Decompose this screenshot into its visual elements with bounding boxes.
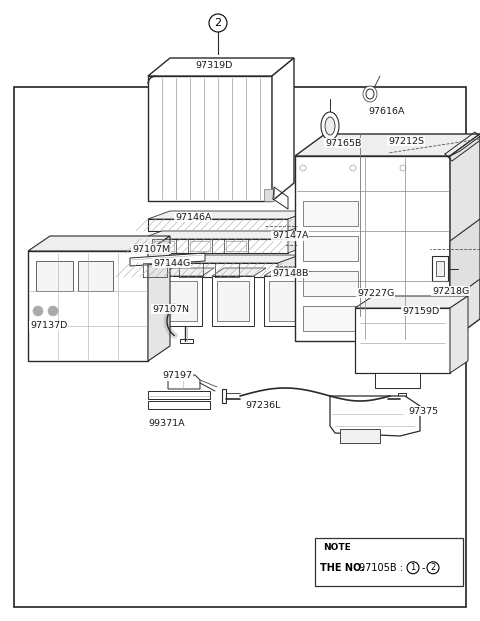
Polygon shape [303,306,358,331]
Polygon shape [222,389,226,403]
Ellipse shape [321,112,339,140]
Ellipse shape [366,89,374,99]
Polygon shape [340,429,380,443]
Polygon shape [28,251,148,361]
Polygon shape [450,296,468,373]
Text: 97319D: 97319D [195,61,232,71]
Polygon shape [269,281,301,321]
Polygon shape [450,134,480,341]
Ellipse shape [325,117,335,135]
Polygon shape [130,263,278,277]
Polygon shape [355,308,450,373]
Polygon shape [436,261,444,276]
Polygon shape [288,231,310,253]
Ellipse shape [363,86,377,102]
Text: 1: 1 [410,563,416,573]
Polygon shape [217,281,249,321]
Polygon shape [272,58,294,201]
Polygon shape [264,276,306,326]
Text: -: - [422,563,425,573]
Polygon shape [78,261,113,291]
Polygon shape [140,231,310,239]
Text: 97148B: 97148B [272,268,308,278]
Text: 97375: 97375 [408,407,438,415]
Polygon shape [303,236,358,261]
Polygon shape [148,76,272,201]
Polygon shape [295,134,480,156]
Polygon shape [330,396,420,436]
Polygon shape [264,268,318,276]
Polygon shape [130,255,300,263]
Polygon shape [140,239,288,253]
Polygon shape [168,375,200,389]
Text: 97107M: 97107M [132,245,170,253]
Polygon shape [148,58,294,76]
Text: NOTE: NOTE [323,543,351,551]
Text: 97107N: 97107N [152,304,189,314]
Polygon shape [160,268,214,276]
Polygon shape [180,339,193,343]
Text: 97137D: 97137D [30,322,67,330]
Circle shape [33,306,43,316]
Text: 97616A: 97616A [368,106,405,116]
Polygon shape [278,255,300,277]
Polygon shape [398,393,406,403]
Text: 97212S: 97212S [388,137,424,145]
Polygon shape [148,219,288,231]
Polygon shape [148,391,210,399]
Polygon shape [315,538,463,586]
Polygon shape [28,236,170,251]
Polygon shape [130,253,205,266]
Polygon shape [148,236,170,361]
Polygon shape [355,296,468,308]
Text: 97159D: 97159D [402,307,439,315]
Polygon shape [148,401,210,409]
Text: 97197: 97197 [162,371,192,381]
Text: 97165B: 97165B [325,138,361,148]
Polygon shape [212,268,266,276]
Text: 97236L: 97236L [245,402,280,410]
Polygon shape [303,271,358,296]
Polygon shape [148,211,310,219]
Text: 97218G: 97218G [432,286,469,296]
Polygon shape [36,261,73,291]
Polygon shape [295,156,450,341]
Text: 97227G: 97227G [357,289,394,297]
Polygon shape [375,373,420,388]
FancyBboxPatch shape [14,87,466,607]
Polygon shape [303,201,358,226]
Text: 97147A: 97147A [272,232,309,240]
Polygon shape [432,256,448,281]
Polygon shape [288,211,310,231]
Text: 97146A: 97146A [175,212,212,222]
Polygon shape [450,219,480,301]
Polygon shape [450,129,480,156]
Circle shape [48,306,58,316]
Text: 2: 2 [431,563,436,573]
Polygon shape [160,276,202,326]
Polygon shape [212,276,254,326]
Text: 99371A: 99371A [148,419,185,427]
Polygon shape [165,281,197,321]
Text: 97144G: 97144G [153,258,190,268]
Polygon shape [264,189,274,201]
Text: 2: 2 [215,18,222,28]
Text: 97105B :: 97105B : [359,563,406,573]
Text: THE NO.: THE NO. [320,563,365,573]
